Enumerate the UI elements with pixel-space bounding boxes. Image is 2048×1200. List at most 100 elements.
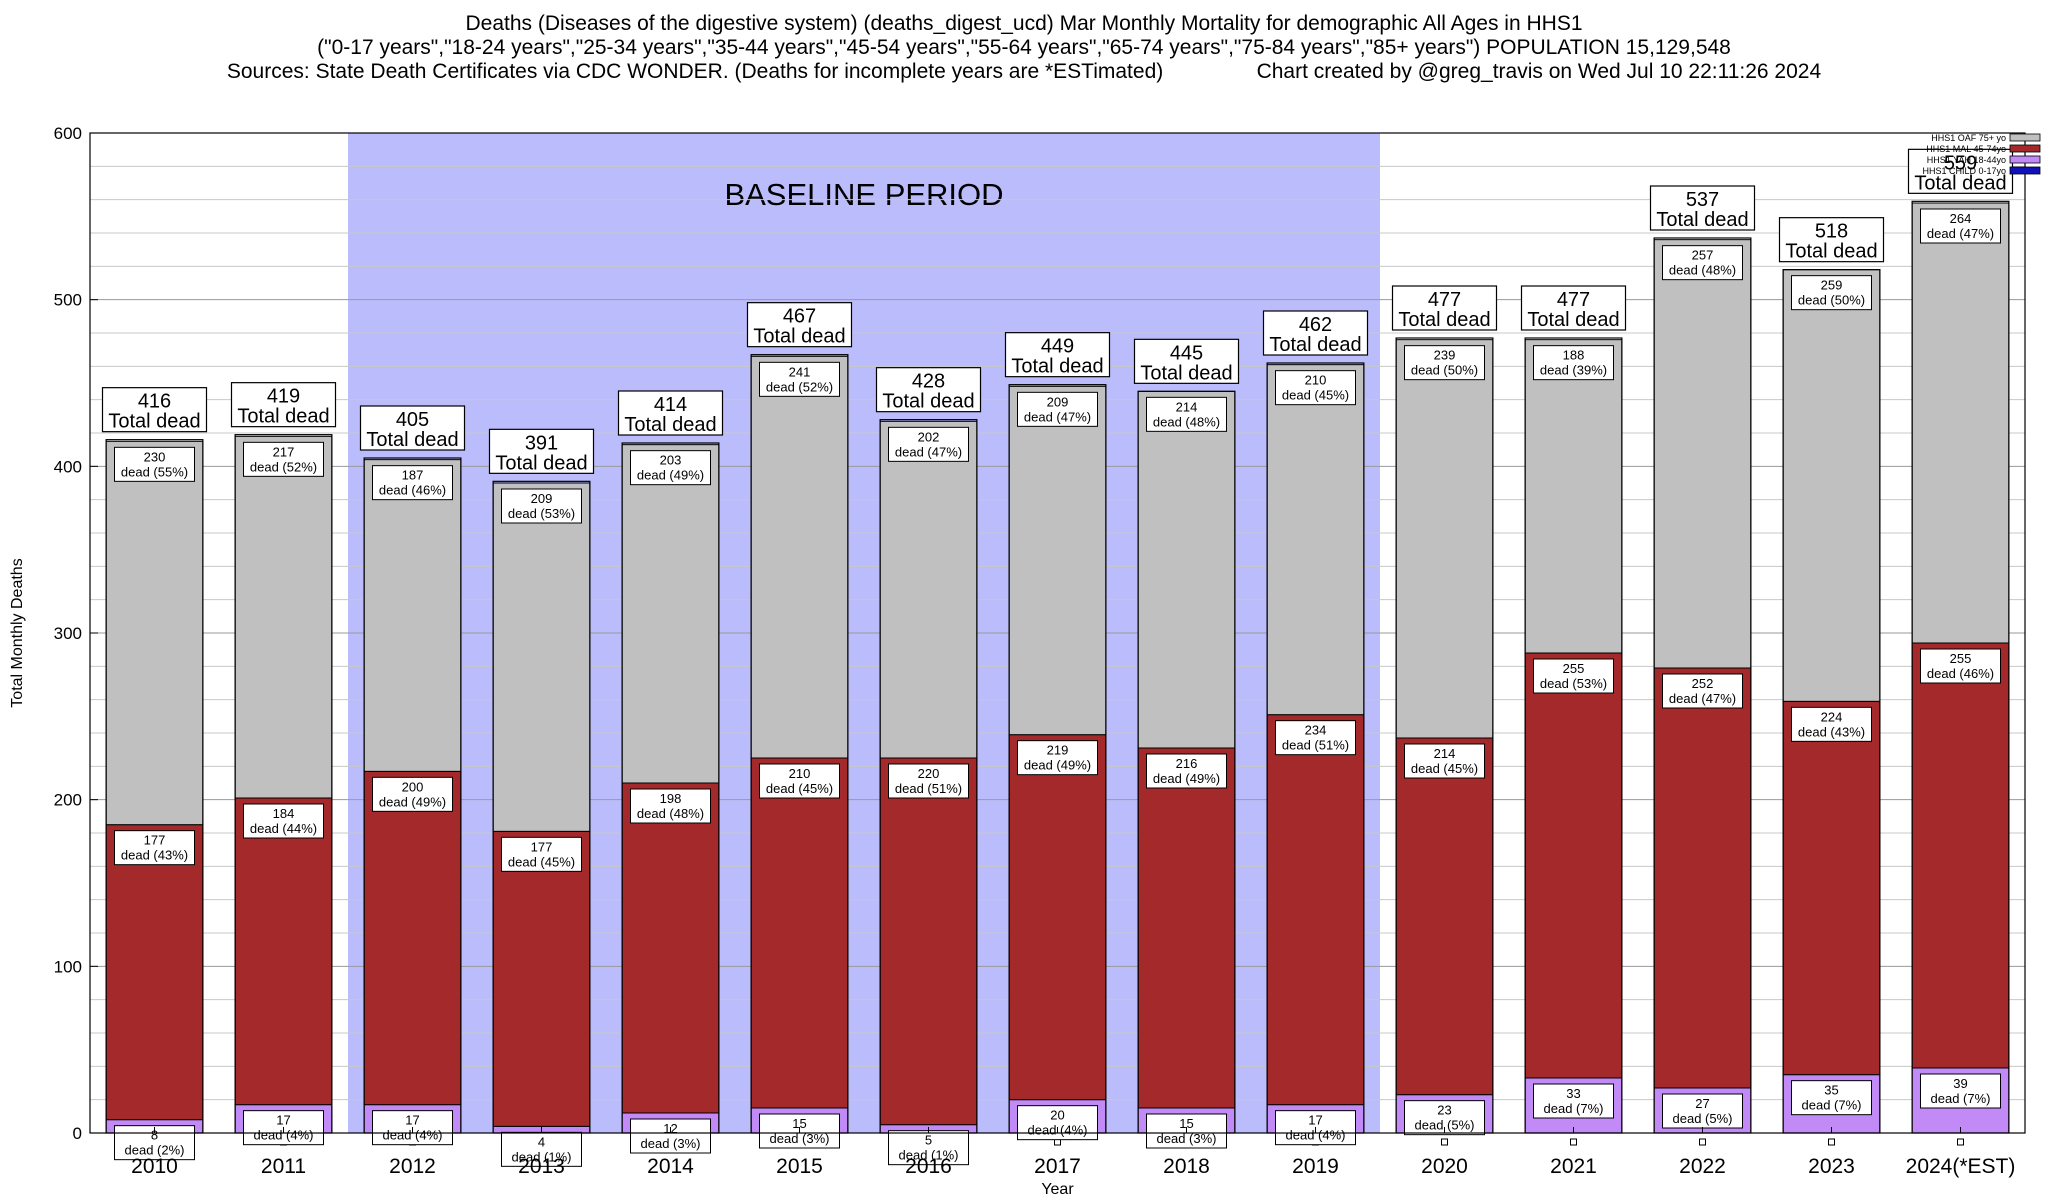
segment-label-value: 33 xyxy=(1566,1086,1580,1101)
total-label-box xyxy=(1391,285,1498,331)
segment-label-pct: dead (43%) xyxy=(1798,724,1865,739)
segment-label-value: 177 xyxy=(531,839,553,854)
total-label-text: Total dead xyxy=(1398,309,1490,331)
segment-label-pct: dead (39%) xyxy=(1540,363,1607,378)
segment-label-pct: dead (45%) xyxy=(1411,761,1478,776)
bar-segment xyxy=(105,824,204,1121)
y-tick-label: 100 xyxy=(54,957,82,976)
segment-label-box xyxy=(1791,706,1872,742)
bar-segment xyxy=(492,482,591,832)
bar-segment xyxy=(1008,734,1107,1101)
segment-label-box xyxy=(501,488,582,524)
segment-label-pct: dead (47%) xyxy=(1927,226,1994,241)
x-tick-label: 2019 xyxy=(1292,1155,1339,1178)
segment-label-pct: dead (47%) xyxy=(1669,691,1736,706)
segment-label-pct: dead (7%) xyxy=(1802,1098,1862,1113)
segment-label-pct: dead (47%) xyxy=(1024,409,1091,424)
bar-segment xyxy=(750,757,849,1109)
bar-segment xyxy=(363,770,462,1106)
total-label-value: 428 xyxy=(912,371,945,393)
segment-label-box xyxy=(114,446,195,482)
segment-label-pct: dead (46%) xyxy=(1927,666,1994,681)
segment-label-value: 39 xyxy=(1953,1076,1967,1091)
x-tick-label: 2022 xyxy=(1679,1155,1726,1178)
segment-label-value: 234 xyxy=(1305,723,1327,738)
segment-label-box xyxy=(114,830,195,866)
segment-label-box xyxy=(1791,1080,1872,1116)
x-tick-label: 2023 xyxy=(1808,1155,1855,1178)
bar-segment xyxy=(1911,202,2010,644)
y-tick-label: 600 xyxy=(54,124,82,143)
x-tick-label: 2012 xyxy=(389,1155,436,1178)
segment-label-value: 255 xyxy=(1563,661,1585,676)
total-label-text: Total dead xyxy=(1269,334,1361,356)
baseline-band-label: BASELINE PERIOD xyxy=(724,177,1003,212)
segment-label-pct: dead (1%) xyxy=(512,1149,572,1164)
segment-label-box xyxy=(759,763,840,799)
segment-label-value: 15 xyxy=(792,1116,806,1131)
bar-segment xyxy=(621,782,720,1114)
bar-segment xyxy=(105,440,204,826)
title-line-1: Deaths (Diseases of the digestive system… xyxy=(465,12,1583,35)
total-label-value: 467 xyxy=(783,306,816,328)
child-value-marker xyxy=(1441,1138,1448,1146)
total-label-text: Total dead xyxy=(882,391,974,413)
segment-label-pct: dead (49%) xyxy=(637,468,704,483)
segment-label-pct: dead (45%) xyxy=(1282,388,1349,403)
total-label-text: Total dead xyxy=(1656,209,1748,231)
bar-segment xyxy=(492,830,591,1127)
segment-label-box xyxy=(1017,1105,1098,1141)
bar-segment xyxy=(1524,652,1623,1079)
total-label-box xyxy=(101,387,208,433)
bar-segment xyxy=(234,435,333,799)
segment-label-box xyxy=(1275,370,1356,406)
segment-label-value: 203 xyxy=(660,453,682,468)
segment-label-pct: dead (48%) xyxy=(637,806,704,821)
child-value-marker xyxy=(1570,1138,1577,1146)
segment-label-pct: dead (3%) xyxy=(641,1136,701,1151)
total-label-value: 449 xyxy=(1041,336,1074,358)
segment-label-value: 35 xyxy=(1824,1083,1838,1098)
x-tick-label: 2015 xyxy=(776,1155,823,1178)
segment-label-value: 209 xyxy=(531,491,553,506)
total-label-box xyxy=(746,302,853,348)
legend-label: HHS1 YAH 18-44yo xyxy=(1927,155,2006,165)
total-label-value: 419 xyxy=(267,386,300,408)
segment-label-pct: dead (48%) xyxy=(1153,414,1220,429)
x-tick-label: 2011 xyxy=(261,1155,306,1178)
segment-label-pct: dead (53%) xyxy=(508,506,575,521)
total-label-value: 518 xyxy=(1815,221,1848,243)
segment-label-box xyxy=(888,763,969,799)
segment-label-box xyxy=(1404,743,1485,779)
segment-label-box xyxy=(1533,345,1614,381)
total-label-text: Total dead xyxy=(624,414,716,436)
segment-label-pct: dead (51%) xyxy=(1282,738,1349,753)
segment-label-box xyxy=(888,426,969,462)
total-label-text: Total dead xyxy=(495,452,587,474)
segment-label-pct: dead (3%) xyxy=(770,1131,830,1146)
total-label-text: Total dead xyxy=(366,429,458,451)
segment-label-value: 230 xyxy=(144,449,166,464)
bar-segment xyxy=(1911,642,2010,1069)
total-label-text: Total dead xyxy=(237,406,329,428)
segment-label-value: 17 xyxy=(1308,1113,1322,1128)
segment-label-value: 15 xyxy=(1179,1116,1193,1131)
segment-label-pct: dead (50%) xyxy=(1798,293,1865,308)
total-label-text: Total dead xyxy=(1011,356,1103,378)
segment-label-pct: dead (53%) xyxy=(1540,676,1607,691)
total-label-text: Total dead xyxy=(1914,172,2006,194)
segment-label-pct: dead (47%) xyxy=(895,444,962,459)
segment-label-pct: dead (4%) xyxy=(383,1128,443,1143)
bar-segment xyxy=(1395,737,1494,1096)
bar-segment xyxy=(1266,714,1365,1106)
segment-label-pct: dead (52%) xyxy=(766,379,833,394)
segment-label-box xyxy=(372,776,453,812)
segment-label-value: 214 xyxy=(1434,746,1456,761)
total-label-box xyxy=(230,382,337,428)
axis-layer: 2010 2011 2012 2013 2014 2015 2016 2017 2018 2019… xyxy=(9,124,2026,1198)
bar-segment xyxy=(1782,700,1881,1076)
segment-label-value: 198 xyxy=(660,791,682,806)
segment-label-value: 27 xyxy=(1695,1096,1709,1111)
segment-label-value: 259 xyxy=(1821,278,1843,293)
